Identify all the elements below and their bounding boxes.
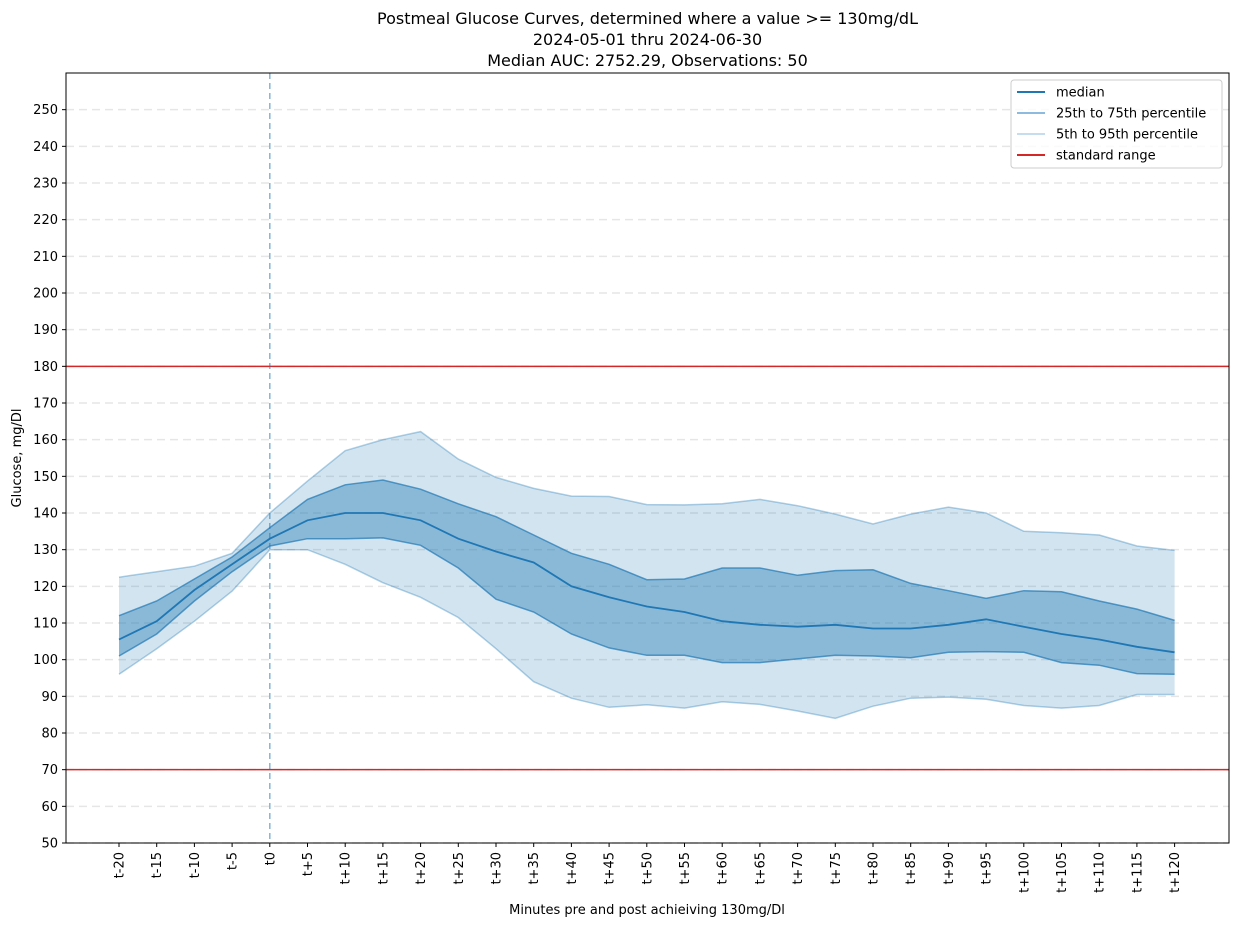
x-tick-label: t+50 <box>640 852 655 885</box>
x-tick-label: t+120 <box>1168 852 1183 893</box>
series-line-5th <box>118 548 1175 720</box>
legend-label: median <box>1056 86 1105 101</box>
y-tick-label: 50 <box>41 837 58 852</box>
x-tick-label: t+95 <box>980 852 995 885</box>
y-tick-label: 200 <box>33 287 58 302</box>
y-tick-label: 120 <box>33 580 58 595</box>
chart-subtitle-stats: Median AUC: 2752.29, Observations: 50 <box>487 51 808 70</box>
y-axis-ticks: 50 60 70 80 90 100 110 120 130 140 150 160 170 180 190… <box>33 103 66 852</box>
y-tick-label: 100 <box>33 653 58 668</box>
y-tick-label: 90 <box>41 690 58 705</box>
x-tick-label: t+90 <box>942 852 957 885</box>
reference-lines <box>66 73 1229 843</box>
x-tick-label: t+30 <box>490 852 505 885</box>
x-tick-label: t+105 <box>1055 852 1070 893</box>
y-tick-label: 190 <box>33 323 58 338</box>
y-tick-label: 130 <box>33 543 58 558</box>
x-tick-label: t+10 <box>339 852 354 885</box>
y-tick-label: 70 <box>41 763 58 778</box>
y-tick-label: 110 <box>33 617 58 632</box>
y-tick-label: 250 <box>33 103 58 118</box>
y-tick-label: 80 <box>41 727 58 742</box>
legend-label: 25th to 75th percentile <box>1056 107 1206 122</box>
series-line-median <box>118 512 1175 654</box>
x-tick-label: t+70 <box>791 852 806 885</box>
y-axis-label: Glucose, mg/Dl <box>10 409 25 508</box>
x-tick-label: t-20 <box>113 852 128 878</box>
x-tick-label: t-10 <box>188 852 203 878</box>
x-tick-label: t+85 <box>904 852 919 885</box>
legend-items: median 25th to 75th percentile 5th to 95th… <box>1017 86 1206 164</box>
x-tick-label: t0 <box>263 852 278 865</box>
x-tick-label: t+15 <box>376 852 391 885</box>
series-line-95th <box>118 430 1175 578</box>
legend: median 25th to 75th percentile 5th to 95th… <box>1010 79 1223 169</box>
y-tick-label: 160 <box>33 433 58 448</box>
y-tick-label: 180 <box>33 360 58 375</box>
y-tick-label: 230 <box>33 177 58 192</box>
legend-box <box>1010 79 1223 169</box>
x-axis-ticks: t-20 t-15 t-10 t-5 t0 t+5 t+10 t+15 t+20 t+25 t+30… <box>113 843 1183 893</box>
x-tick-label: t+60 <box>716 852 731 885</box>
x-tick-label: t+40 <box>565 852 580 885</box>
x-tick-label: t+100 <box>1017 852 1032 893</box>
grid-layer <box>66 108 1229 844</box>
x-tick-label: t+20 <box>414 852 429 885</box>
plot-frame <box>65 72 1230 844</box>
x-tick-label: t+25 <box>452 852 467 885</box>
x-axis-label: Minutes pre and post achieiving 130mg/Dl <box>509 903 785 918</box>
y-tick-label: 210 <box>33 250 58 265</box>
y-tick-label: 170 <box>33 397 58 412</box>
band-layer <box>119 431 1175 719</box>
legend-label: standard range <box>1056 149 1156 164</box>
band-5-95 <box>119 431 1175 719</box>
x-tick-label: t+45 <box>603 852 618 885</box>
chart-subtitle: 2024-05-01 thru 2024-06-30 <box>532 30 763 49</box>
chart-title-block: Postmeal Glucose Curves, determined wher… <box>0 8 1238 71</box>
line-layer <box>118 430 1175 720</box>
x-tick-label: t-15 <box>150 852 165 878</box>
x-tick-label: t+75 <box>829 852 844 885</box>
band-25-75 <box>119 480 1175 675</box>
series-line-25th <box>118 537 1175 676</box>
legend-label: 5th to 95th percentile <box>1056 128 1198 143</box>
x-tick-label: t+5 <box>301 852 316 876</box>
x-tick-label: t+110 <box>1093 852 1108 893</box>
y-tick-label: 150 <box>33 470 58 485</box>
x-tick-label: t+35 <box>527 852 542 885</box>
y-tick-label: 220 <box>33 213 58 228</box>
x-tick-label: t-5 <box>226 852 241 870</box>
y-tick-label: 240 <box>33 140 58 155</box>
y-tick-label: 140 <box>33 507 58 522</box>
x-tick-label: t+65 <box>753 852 768 885</box>
chart-title: Postmeal Glucose Curves, determined wher… <box>376 9 918 28</box>
x-tick-label: t+115 <box>1130 852 1145 893</box>
x-tick-label: t+55 <box>678 852 693 885</box>
x-tick-label: t+80 <box>867 852 882 885</box>
series-line-75th <box>118 479 1175 622</box>
y-tick-label: 60 <box>41 800 58 815</box>
